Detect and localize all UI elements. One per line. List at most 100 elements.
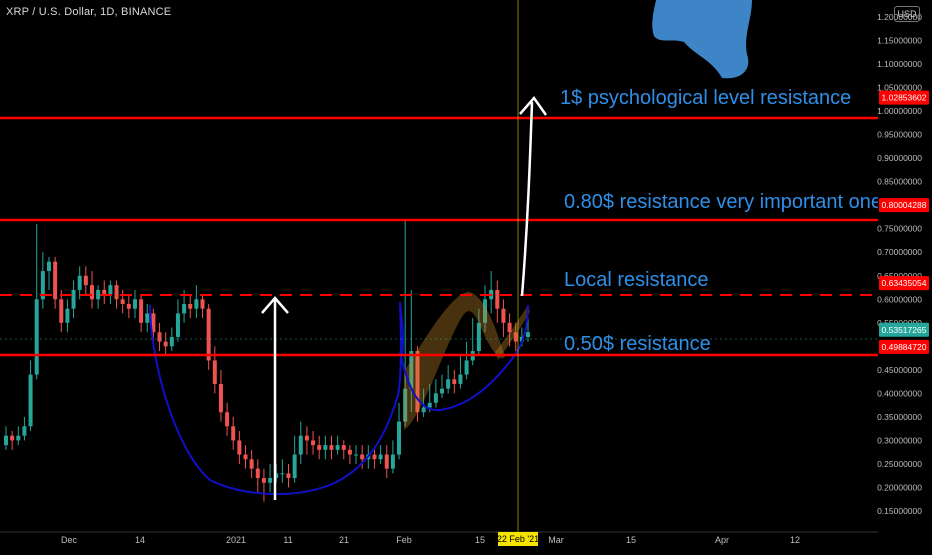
price-tag-box <box>879 90 929 105</box>
price-tick-label: 0.40000000 <box>877 388 922 398</box>
time-tick-label: 15 <box>626 535 636 545</box>
candle-body <box>446 379 451 389</box>
price-tag-box <box>879 276 929 291</box>
date-cursor-tag: 22 Feb '21 <box>497 532 539 546</box>
price-tick-label: 1.15000000 <box>877 36 922 46</box>
price-tick-label: 0.20000000 <box>877 482 922 492</box>
candle-body <box>280 473 285 475</box>
candle-body <box>427 402 432 408</box>
price-tag-label: 1.02853602 <box>882 93 927 103</box>
up-arrow-left <box>261 296 289 500</box>
price-pattern-highlight <box>495 305 530 360</box>
candle-body <box>71 289 76 309</box>
candle-body <box>212 360 217 384</box>
candle-body <box>218 383 223 413</box>
candle-body <box>243 454 248 460</box>
second-cup-curve <box>399 304 529 412</box>
price-tag-box <box>879 198 929 213</box>
candle-body <box>200 299 205 309</box>
candles-layer <box>4 219 530 502</box>
candle-body <box>507 322 512 333</box>
cup-curve <box>149 301 402 496</box>
candle-body <box>139 299 144 323</box>
candle-body <box>311 440 316 446</box>
time-tick-label: Dec <box>61 535 78 545</box>
time-axis[interactable]: Dec 14 2021 11 21 Feb 15 Mar 15 Apr 12 <box>0 531 878 545</box>
price-pattern-highlight <box>404 291 505 430</box>
candle-body <box>108 285 113 295</box>
candle-body <box>483 299 488 323</box>
candle-body <box>421 407 426 413</box>
time-tick-label: 2021 <box>226 535 246 545</box>
time-tick-label: 15 <box>475 535 485 545</box>
candle-body <box>397 421 402 455</box>
candle-body <box>89 285 94 300</box>
price-tick-label: 1.00000000 <box>877 106 922 116</box>
price-tag-label: 0.63435054 <box>882 278 927 288</box>
currency-button[interactable]: USD <box>894 6 920 22</box>
candle-body <box>403 388 408 422</box>
time-tick-label: Feb <box>396 535 412 545</box>
candle-body <box>225 412 230 427</box>
candle-body <box>65 308 70 323</box>
candle-body <box>175 313 180 337</box>
candle-body <box>360 454 365 460</box>
price-tag-label: 0.53517265 <box>882 325 927 335</box>
candle-body <box>354 454 359 456</box>
candle-body <box>182 303 187 314</box>
candle-body <box>132 299 137 309</box>
candle-body <box>347 449 352 455</box>
candle-body <box>16 435 21 441</box>
candle-body <box>304 435 309 441</box>
candle-body <box>261 478 266 483</box>
price-tick-label: 0.30000000 <box>877 435 922 445</box>
price-tick-label: 0.60000000 <box>877 294 922 304</box>
candle-body <box>495 289 500 309</box>
candle-body <box>335 445 340 450</box>
candle-body <box>34 299 39 375</box>
candle-body <box>329 445 334 450</box>
cup-handle-curve <box>399 301 405 356</box>
candle-body <box>114 285 119 300</box>
candle-body <box>83 275 88 286</box>
candle-body <box>409 351 414 389</box>
price-tag-box <box>879 339 929 354</box>
time-tick-label: 11 <box>283 535 292 545</box>
price-tag-box <box>879 322 929 337</box>
price-tick-label: 0.65000000 <box>877 271 922 281</box>
candle-body <box>126 303 131 309</box>
blue-blob-logo-icon <box>652 0 752 79</box>
price-tick-label: 0.90000000 <box>877 153 922 163</box>
price-axis-background <box>878 0 932 532</box>
time-tick-label: Mar <box>548 535 564 545</box>
candle-body <box>249 459 254 469</box>
price-tick-label: 0.15000000 <box>877 506 922 516</box>
price-tick-label: 1.20000000 <box>877 12 922 22</box>
price-axis[interactable]: 1.20000000 1.15000000 1.10000000 1.05000000… <box>877 0 932 532</box>
candle-body <box>231 426 236 441</box>
candle-body <box>268 478 273 483</box>
candle-body <box>10 435 15 441</box>
candle-body <box>53 261 58 300</box>
candle-body <box>120 299 125 304</box>
candle-body <box>77 275 82 290</box>
candle-body <box>151 313 156 333</box>
annotation-local: Local resistance <box>564 269 709 291</box>
price-tick-label: 0.35000000 <box>877 412 922 422</box>
candle-body <box>188 303 193 309</box>
candle-body <box>28 374 33 427</box>
symbol-title: XRP / U.S. Dollar, 1D, BINANCE <box>6 6 172 18</box>
candle-body <box>526 332 530 337</box>
candle-body <box>206 308 211 361</box>
candle-body <box>372 454 377 460</box>
candle-body <box>292 454 297 479</box>
annotation-1-dollar: 1$ psychological level resistance <box>560 87 851 109</box>
candle-body <box>440 388 445 394</box>
candle-body <box>145 313 150 323</box>
candle-body <box>458 374 463 384</box>
price-tick-label: 0.45000000 <box>877 365 922 375</box>
candle-body <box>476 322 481 352</box>
candle-body <box>452 379 457 384</box>
